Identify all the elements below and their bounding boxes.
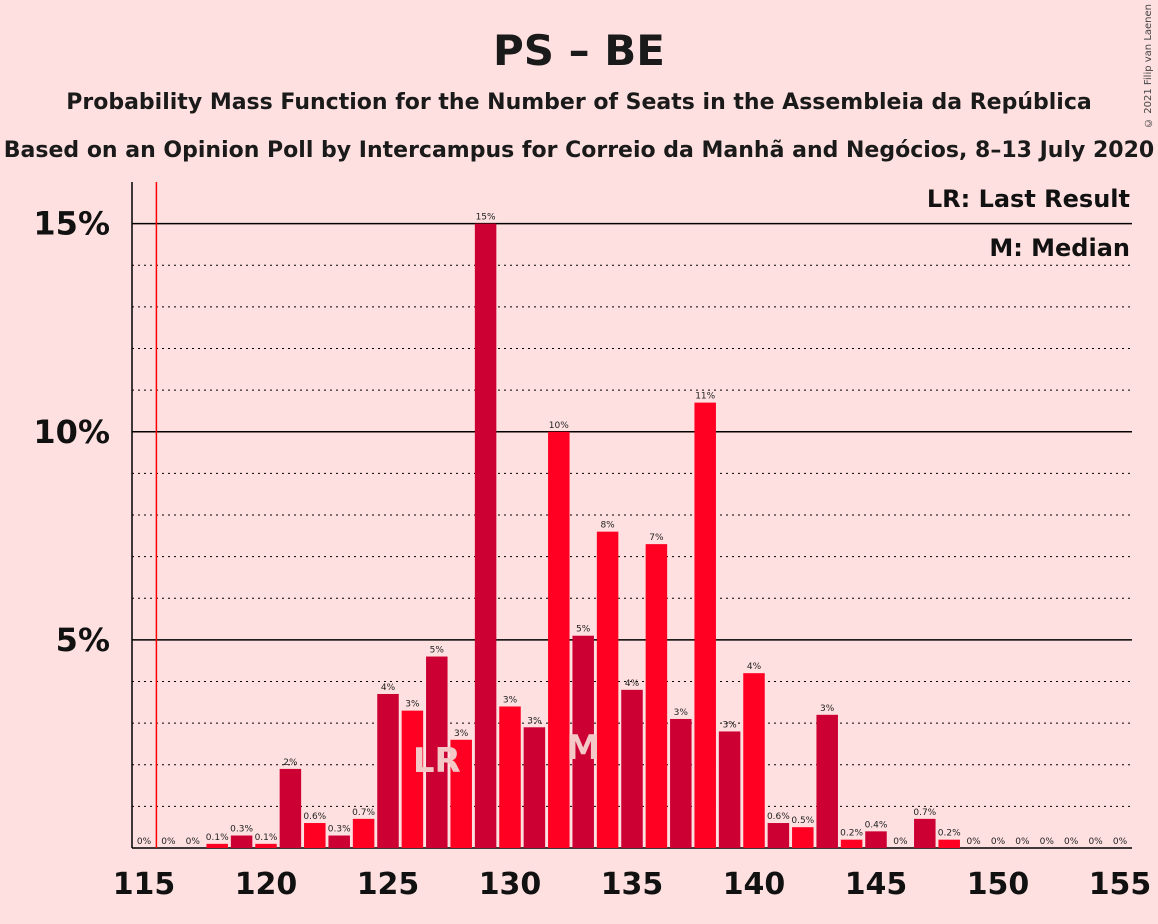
- last-result-marker: LR: [413, 741, 461, 781]
- bar-value-label: 0.6%: [767, 812, 790, 822]
- bar-value-label: 2%: [283, 758, 298, 768]
- x-tick-label: 135: [601, 867, 664, 902]
- bar-value-label: 0.3%: [328, 825, 351, 835]
- x-tick-label: 145: [845, 867, 908, 902]
- bar: [816, 714, 838, 848]
- bar-value-label: 4%: [747, 662, 762, 672]
- x-tick-label: 130: [479, 867, 542, 902]
- bar-value-label: 4%: [381, 683, 396, 693]
- bar-value-label: 4%: [625, 679, 640, 689]
- median-marker: M: [566, 728, 600, 768]
- x-tick-label: 115: [113, 867, 176, 902]
- x-tick-label: 140: [723, 867, 786, 902]
- bar: [938, 839, 960, 848]
- bar-value-label: 3%: [722, 720, 737, 730]
- bar: [499, 706, 521, 848]
- bar: [572, 635, 594, 848]
- bar-value-label: 0%: [1113, 837, 1128, 847]
- legend-last-result: LR: Last Result: [926, 185, 1130, 213]
- bar-value-label: 0%: [991, 837, 1006, 847]
- x-tick-label: 120: [235, 867, 298, 902]
- bar: [767, 823, 790, 848]
- bar-value-label: 0.1%: [206, 833, 229, 843]
- bar: [694, 402, 716, 848]
- bar: [474, 223, 497, 848]
- bar-value-label: 10%: [549, 421, 569, 431]
- bar: [426, 656, 448, 848]
- bar: [621, 689, 643, 848]
- bar-value-label: 3%: [503, 695, 518, 705]
- bar: [377, 693, 399, 848]
- chart-subtitle-2: Based on an Opinion Poll by Intercampus …: [3, 138, 1155, 163]
- bar: [548, 431, 570, 848]
- bar-value-label: 0%: [137, 837, 152, 847]
- bar: [523, 727, 546, 848]
- bar: [914, 818, 936, 848]
- bar: [718, 731, 741, 848]
- x-tick-label: 125: [357, 867, 420, 902]
- bar: [645, 544, 668, 848]
- bar: [304, 823, 326, 848]
- bar-value-label: 8%: [600, 521, 615, 531]
- bar-value-label: 3%: [820, 704, 835, 714]
- bar: [352, 818, 375, 848]
- bar-value-label: 0%: [186, 837, 201, 847]
- bar: [596, 531, 619, 848]
- bar-value-label: 0.1%: [255, 833, 278, 843]
- bar-value-label: 0.3%: [230, 825, 253, 835]
- bar-value-label: 11%: [695, 392, 715, 402]
- y-tick-label: 15%: [33, 205, 110, 243]
- chart-subtitle: Probability Mass Function for the Number…: [66, 90, 1092, 115]
- bar: [792, 827, 814, 848]
- bar-value-label: 15%: [476, 213, 496, 223]
- bar-value-label: 0%: [161, 837, 176, 847]
- bar-value-label: 3%: [527, 716, 542, 726]
- bar: [401, 710, 424, 848]
- bar-value-label: 0%: [1088, 837, 1103, 847]
- bar-value-label: 0.7%: [913, 808, 936, 818]
- bar-value-label: 0.2%: [938, 829, 961, 839]
- bar-value-label: 0%: [1064, 837, 1079, 847]
- bar-value-label: 0%: [893, 837, 908, 847]
- bar: [450, 739, 472, 848]
- bar-value-label: 0%: [966, 837, 981, 847]
- legend-median: M: Median: [989, 234, 1130, 262]
- bar-value-label: 0%: [1015, 837, 1030, 847]
- bar-value-label: 0.4%: [865, 820, 888, 830]
- chart-title: PS – BE: [493, 26, 665, 75]
- bar-value-label: 0%: [1040, 837, 1055, 847]
- bar-value-label: 5%: [576, 625, 591, 635]
- bar-value-label: 3%: [454, 729, 469, 739]
- bar-value-label: 0.7%: [352, 808, 375, 818]
- bar: [206, 843, 228, 848]
- bar: [255, 843, 277, 848]
- y-tick-label: 5%: [56, 621, 110, 659]
- bar-value-label: 7%: [649, 533, 664, 543]
- bar: [840, 839, 863, 848]
- bar: [328, 835, 350, 848]
- bar-value-label: 5%: [430, 646, 445, 656]
- bar: [743, 673, 765, 848]
- bar-value-label: 3%: [674, 708, 689, 718]
- bar: [670, 718, 692, 848]
- bar: [230, 835, 253, 848]
- bar-value-label: 0.5%: [791, 816, 814, 826]
- bar-value-label: 0.6%: [303, 812, 326, 822]
- bar: [865, 831, 887, 848]
- bar-value-label: 0.2%: [840, 829, 863, 839]
- bar-value-label: 3%: [405, 700, 420, 710]
- x-tick-label: 155: [1089, 867, 1152, 902]
- x-tick-label: 150: [967, 867, 1030, 902]
- y-tick-label: 10%: [33, 413, 110, 451]
- bar: [279, 768, 302, 848]
